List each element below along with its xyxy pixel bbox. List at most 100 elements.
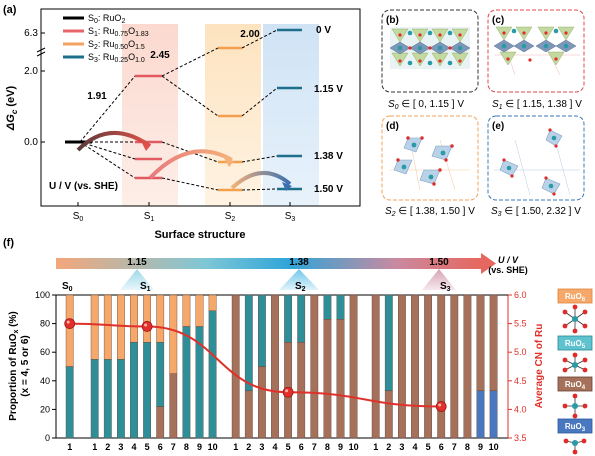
bar-segment-ruo5 (258, 294, 266, 367)
svg-text:S1: Ru0.75O1.83: S1: Ru0.75O1.83 (88, 26, 149, 38)
x-tick-s1: S1 (144, 211, 155, 223)
panel-f: (f) 1.15 1.38 1.50 U / V (vs. SHE) S0 S1… (3, 237, 593, 455)
x-tick-label: 4 (272, 442, 277, 452)
bar-segment-ruo6 (143, 294, 151, 343)
bar-segment-ruo6 (116, 294, 125, 360)
bar-segment-ruo4 (476, 294, 485, 392)
energy-connectors (79, 29, 278, 191)
potential-label-1-15v: 1.15 V (314, 84, 343, 95)
panel-c-caption: S1 ∈ [ 1.15, 1.38 ] V (492, 99, 582, 111)
average-cn-point (282, 386, 294, 398)
bar-segment-ruo3 (476, 390, 485, 439)
x-tick-label: 2 (386, 442, 391, 452)
bar-segment-ruo5 (103, 359, 112, 439)
x-tick-label: 6 (299, 442, 304, 452)
bar-segment-ruo4 (450, 294, 459, 439)
left-axis-title-line2: (x = 4, 5 or 6) (20, 335, 31, 396)
bar-segment-ruo4 (271, 294, 279, 439)
right-tick-label: 5.0 (514, 347, 527, 357)
x-tick-label: 2 (246, 442, 251, 452)
bar-segment-ruo5 (244, 294, 253, 392)
panel-e: (e) S3 ∈ [ 1.50, 2.32 ] V (487, 115, 585, 218)
panel-f-legend: RuO6 RuO5 RuO4 RuO3 (557, 288, 593, 455)
legend-item-s1: S1: Ru0.75O1.83 (63, 26, 149, 38)
y-tick-0-0: 0.0 (24, 137, 38, 148)
left-tick-label: 20 (40, 404, 50, 414)
structure-panels: (b) S0 ∈ [ 0, 1.15 ] V (c) S1 ∈ [ 1.15, … (381, 9, 585, 218)
right-axis-ticks: 3.5 4.0 4.5 5.0 5.5 6.0 (508, 290, 527, 443)
average-cn-point (64, 318, 76, 330)
x-tick-s3: S3 (285, 211, 296, 223)
left-tick-label: 0 (45, 433, 50, 443)
y-tick-marks (41, 32, 45, 143)
bar-segment-ruo5 (182, 326, 191, 439)
energy-label-2-00: 2.00 (240, 29, 260, 40)
right-tick-label: 5.5 (514, 319, 527, 329)
panel-e-crystal-structure (494, 128, 580, 196)
average-cn-point-highlight (285, 389, 289, 393)
panel-a: (a) 6.3 2.0 0.0 ΔGc (eV) S0: RuO2 (3, 4, 361, 241)
left-tick-label: 80 (40, 319, 50, 329)
group-label-s2: S2 (295, 281, 306, 293)
panel-e-label: (e) (492, 121, 504, 132)
right-tick-label: 4.5 (514, 376, 527, 386)
legend-ruo3: RuO3 (557, 418, 593, 455)
x-tick-label: 9 (197, 442, 202, 452)
bar-segment-ruo5 (384, 294, 393, 392)
x-tick-label: 8 (465, 442, 470, 452)
x-tick-s0: S0 (73, 211, 84, 223)
bar-segment-ruo4 (297, 341, 306, 439)
bar-segment-ruo4 (169, 373, 178, 439)
bar-segment-ruo5 (297, 294, 306, 343)
x-tick-label: 5 (145, 442, 150, 452)
svg-text:S0: RuO2: S0: RuO2 (88, 13, 125, 25)
x-tick-label: 7 (452, 442, 457, 452)
bar-segment-ruo4 (384, 390, 393, 439)
bar-segment-ruo6 (130, 294, 138, 343)
svg-text:RuO5: RuO5 (565, 339, 586, 350)
right-tick-label: 6.0 (514, 290, 527, 300)
x-tick-marks (77, 202, 291, 206)
bar-segment-ruo4 (463, 294, 472, 439)
svg-text:S3: Ru0.25O1.0: S3: Ru0.25O1.0 (88, 52, 145, 64)
x-tick-label: 7 (171, 442, 176, 452)
legend-ruo6: RuO6 (557, 288, 593, 334)
x-tick-label: 4 (412, 442, 417, 452)
panel-d: (d) S2 ∈ [ 1.38, 1.50 ] V (381, 115, 479, 218)
bar-segment-ruo6 (103, 294, 112, 360)
average-cn-point-highlight (438, 403, 442, 407)
left-tick-label: 40 (40, 376, 50, 386)
bar-segment-ruo5 (336, 294, 345, 320)
bar-segment-ruo4 (244, 390, 253, 439)
s3-highlight-column (263, 24, 319, 206)
x-tick-label: 5 (426, 442, 431, 452)
svg-text:RuO4: RuO4 (565, 380, 586, 391)
x-tick-label: 10 (349, 442, 359, 452)
svg-text:RuO6: RuO6 (565, 292, 586, 303)
bar-segment-ruo4 (156, 406, 165, 439)
x-tick-label: 10 (489, 442, 499, 452)
x-tick-label: 8 (184, 442, 189, 452)
potential-gradient-arrow (56, 253, 496, 274)
x-tick-label: 4 (131, 442, 136, 452)
x-tick-label: 9 (478, 442, 483, 452)
bar-segment-ruo4 (489, 294, 498, 392)
legend-item-s0: S0: RuO2 (63, 13, 125, 25)
legend-item-s3: S3: Ru0.25O1.0 (63, 52, 145, 64)
legend-ruo4: RuO4 (557, 376, 593, 419)
panel-d-caption: S2 ∈ [ 1.38, 1.50 ] V (385, 206, 475, 218)
right-tick-label: 3.5 (514, 433, 527, 443)
right-axis-title: Average CN of Ru (534, 324, 545, 409)
energy-label-2-45: 2.45 (150, 50, 170, 61)
bar-segment-ruo5 (208, 310, 217, 439)
x-tick-label: 1 (92, 442, 97, 452)
potential-axis-caption: U / V (vs. SHE) (49, 181, 118, 192)
x-tick-label: 3 (259, 442, 264, 452)
panel-a-legend: S0: RuO2 S1: Ru0.75O1.83 S2: Ru0.50O1.5 … (63, 13, 149, 64)
x-tick-label: 2 (105, 442, 110, 452)
panel-c-crystal-structure (493, 26, 580, 76)
svg-text:RuO3: RuO3 (565, 422, 586, 433)
bar-segment-ruo5 (116, 359, 125, 439)
threshold-marker-1-38 (279, 269, 319, 290)
panel-b-frame (381, 9, 479, 93)
